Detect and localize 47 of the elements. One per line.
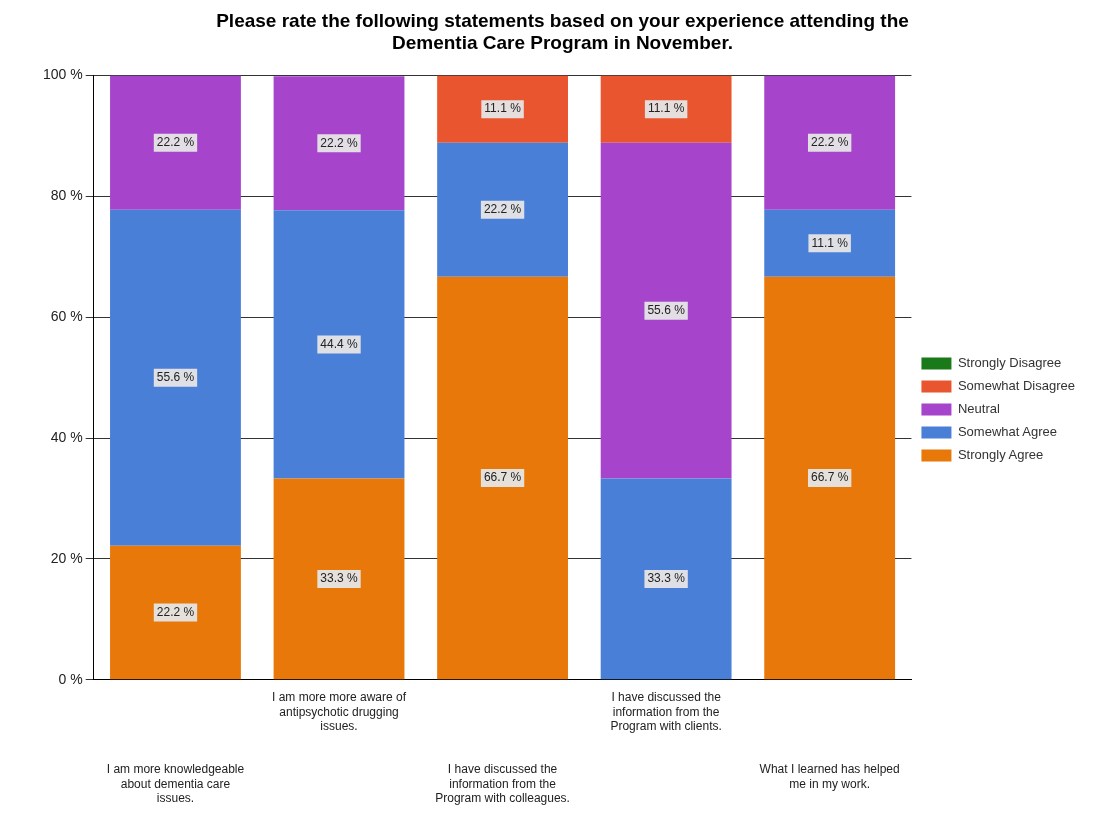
data-label: 66.7 % xyxy=(483,470,522,485)
data-label: 55.6 % xyxy=(156,370,195,385)
x-tick-label: I am more more aware of antipsychotic drugging issues. xyxy=(272,690,407,734)
x-tick-label: I am more knowledgeable about dementia care issues. xyxy=(106,762,245,806)
bar xyxy=(764,209,896,277)
bar xyxy=(437,276,568,680)
bar xyxy=(273,210,405,479)
legend-label: Neutral xyxy=(957,401,1000,417)
y-tick-label: 80 % xyxy=(50,187,83,204)
data-label: 33.3 % xyxy=(320,571,359,586)
bar xyxy=(273,478,405,680)
bar xyxy=(600,142,732,479)
legend-label: Strongly Disagree xyxy=(957,355,1062,371)
y-tick-label: 20 % xyxy=(50,549,83,566)
data-label: 33.3 % xyxy=(647,571,686,586)
data-label: 22.2 % xyxy=(320,135,359,150)
data-label: 11.1 % xyxy=(647,101,685,116)
bar xyxy=(437,142,568,277)
legend-label: Strongly Agree xyxy=(957,447,1044,463)
bar xyxy=(110,209,241,546)
bar xyxy=(764,276,896,680)
data-label: 44.4 % xyxy=(320,336,359,351)
legend-label: Somewhat Agree xyxy=(957,424,1057,440)
x-tick-label: I have discussed the information from the Program with colleagues. xyxy=(435,762,570,806)
legend-label: Somewhat Disagree xyxy=(957,378,1076,394)
data-label: 55.6 % xyxy=(647,302,686,317)
bar xyxy=(600,75,732,143)
bar xyxy=(600,478,732,680)
y-tick-label: 0 % xyxy=(58,670,83,687)
y-tick-label: 100 % xyxy=(42,66,83,83)
data-label: 66.7 % xyxy=(810,470,849,485)
y-tick-label: 40 % xyxy=(50,428,83,445)
data-label: 11.1 % xyxy=(484,101,522,116)
bar xyxy=(110,545,241,680)
bar xyxy=(273,76,405,211)
x-tick-label: What I learned has helped me in my work. xyxy=(759,762,900,791)
data-label: 22.2 % xyxy=(483,202,522,217)
data-label: 22.2 % xyxy=(810,134,849,149)
bar xyxy=(437,75,568,143)
chart-title: Please rate the following statements based on your experience attending the Dementia Care Program in November. xyxy=(216,9,909,54)
bar xyxy=(110,75,241,210)
y-tick-label: 60 % xyxy=(50,308,83,325)
data-label: 22.2 % xyxy=(156,604,195,619)
data-label: 22.2 % xyxy=(156,134,195,149)
bar xyxy=(764,75,896,210)
x-tick-label: I have discussed the information from the Program with clients. xyxy=(610,690,722,734)
data-label: 11.1 % xyxy=(811,235,849,250)
